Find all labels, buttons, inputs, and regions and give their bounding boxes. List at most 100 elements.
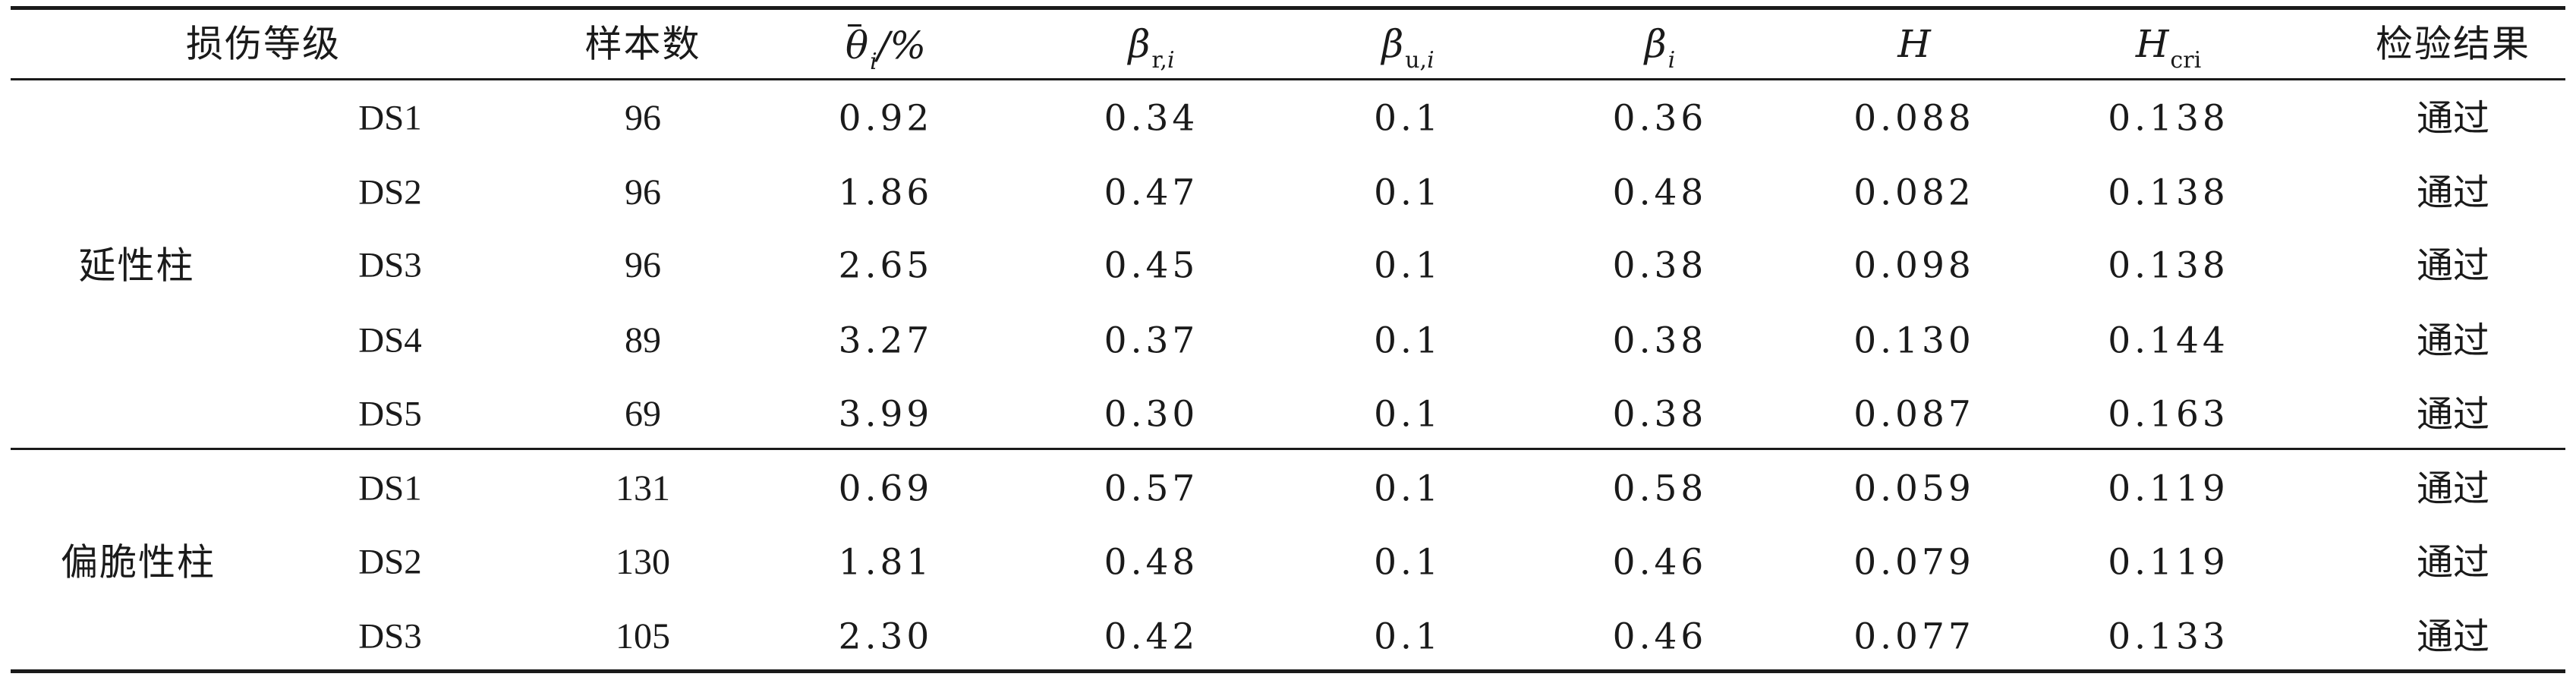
cell-beta: 0.48 [1612,172,1708,214]
cell-level: DS5 [358,394,422,434]
cell-theta: 2.65 [838,244,934,287]
cell-beta-r: 0.34 [1104,97,1199,140]
h-cri-subscript: cri [2170,47,2202,74]
header-result: 检验结果 [2375,22,2531,66]
cell-level: DS3 [358,616,422,656]
theta-bar-symbol: θ [845,24,869,68]
cell-h-cri: 0.163 [2108,393,2229,436]
cell-beta-r: 0.37 [1104,320,1199,362]
cell-beta-u: 0.1 [1374,541,1442,584]
cell-result: 通过 [2416,615,2490,658]
cell-theta: 0.69 [838,468,934,510]
cell-beta-r: 0.48 [1104,541,1199,584]
cell-beta-u: 0.1 [1374,615,1442,658]
beta-r-symbol: β [1128,22,1151,66]
cell-n: 89 [625,320,661,360]
header-h-cri: Hcri [2135,22,2201,72]
cell-h-cri: 0.119 [2108,468,2229,510]
cell-beta-u: 0.1 [1374,468,1442,510]
cell-level: DS2 [358,542,422,582]
cell-theta: 1.86 [838,172,934,214]
beta-r-subscript-a: r, [1151,47,1167,74]
cell-n: 130 [616,542,670,582]
cell-n: 96 [625,245,661,285]
header-beta: βi [1644,22,1676,72]
table-group-divider [11,448,2565,450]
beta-u-subscript-a: u, [1405,47,1428,74]
cell-beta-u: 0.1 [1374,172,1442,214]
cell-n: 96 [625,172,661,212]
cell-beta-r: 0.45 [1104,244,1199,287]
cell-result: 通过 [2416,172,2490,214]
cell-beta-u: 0.1 [1374,320,1442,362]
cell-h: 0.082 [1853,172,1975,214]
cell-level: DS1 [358,468,422,508]
cell-h-cri: 0.138 [2108,172,2229,214]
cell-beta: 0.46 [1612,615,1708,658]
cell-result: 通过 [2416,541,2490,584]
cell-theta: 3.27 [838,320,934,362]
cell-beta: 0.38 [1612,320,1708,362]
cell-theta: 2.30 [838,615,934,658]
cell-theta: 1.81 [838,541,934,584]
cell-beta: 0.38 [1612,393,1708,436]
theta-unit: /% [877,24,927,68]
cell-beta-r: 0.57 [1104,468,1199,510]
cell-beta-r: 0.47 [1104,172,1199,214]
header-sample-count: 样本数 [584,22,701,66]
cell-beta-r: 0.42 [1104,615,1199,658]
cell-result: 通过 [2416,320,2490,362]
cell-h-cri: 0.119 [2108,541,2229,584]
cell-beta: 0.36 [1612,97,1708,140]
cell-h: 0.088 [1853,97,1975,140]
cell-theta: 0.92 [838,97,934,140]
cell-h: 0.098 [1853,244,1975,287]
cell-beta-r: 0.30 [1104,393,1199,436]
cell-beta: 0.58 [1612,468,1708,510]
cell-theta: 3.99 [838,393,934,436]
header-beta-u: βu,i [1381,22,1434,72]
group-label-brittle: 偏脆性柱 [60,540,216,584]
beta-symbol: β [1644,22,1667,66]
cell-level: DS1 [358,98,422,138]
cell-result: 通过 [2416,97,2490,140]
cell-result: 通过 [2416,393,2490,436]
cell-level: DS2 [358,172,422,212]
cell-h: 0.087 [1853,393,1975,436]
h-cri-symbol: H [2135,22,2169,66]
cell-n: 105 [616,616,670,656]
cell-beta-u: 0.1 [1374,97,1442,140]
cell-h-cri: 0.138 [2108,244,2229,287]
cell-level: DS3 [358,245,422,285]
theta-subscript: i [870,49,877,75]
beta-u-subscript-b: i [1427,47,1434,74]
cell-result: 通过 [2416,468,2490,510]
table-top-rule [11,6,2565,10]
cell-h: 0.059 [1853,468,1975,510]
cell-beta: 0.38 [1612,244,1708,287]
cell-h-cri: 0.138 [2108,97,2229,140]
cell-h-cri: 0.133 [2108,615,2229,658]
beta-subscript: i [1667,47,1676,74]
cell-n: 69 [625,394,661,434]
cell-beta-u: 0.1 [1374,393,1442,436]
beta-u-symbol: β [1381,22,1404,66]
cell-result: 通过 [2416,244,2490,287]
cell-h: 0.130 [1853,320,1975,362]
cell-n: 96 [625,98,661,138]
beta-r-subscript-b: i [1167,47,1175,74]
cell-beta-u: 0.1 [1374,244,1442,287]
group-label-ductile: 延性柱 [78,244,195,288]
table-header-rule [11,78,2565,80]
cell-level: DS4 [358,320,422,360]
header-mean-drift: θi/% [845,24,927,74]
header-h: H [1897,22,1931,66]
cell-h: 0.079 [1853,541,1975,584]
header-damage-level: 损伤等级 [185,22,342,66]
cell-h: 0.077 [1853,615,1975,658]
cell-n: 131 [616,468,670,508]
cell-h-cri: 0.144 [2108,320,2229,362]
header-beta-r: βr,i [1128,22,1174,72]
table-bottom-rule [11,669,2565,673]
cell-beta: 0.46 [1612,541,1708,584]
